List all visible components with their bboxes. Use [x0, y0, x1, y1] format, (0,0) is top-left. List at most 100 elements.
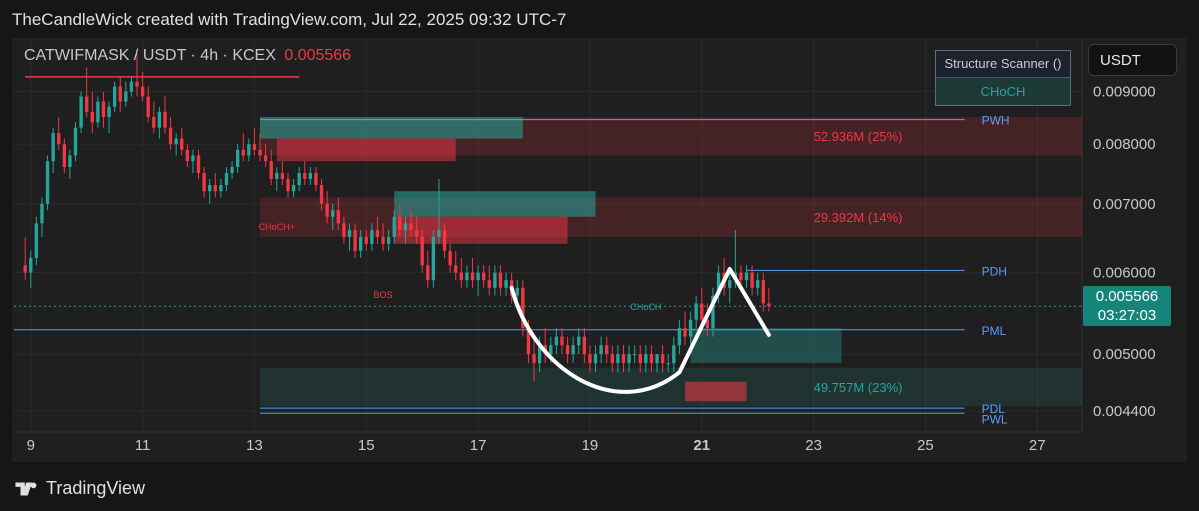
y-tick-label: 0.004400: [1093, 403, 1156, 420]
candle-body: [756, 280, 760, 288]
bearish-order-block: [276, 138, 456, 162]
candle-body: [504, 280, 508, 288]
candle-body: [526, 328, 531, 355]
candle-body: [230, 167, 234, 173]
candle-body: [68, 155, 72, 168]
y-tick-label: 0.007000: [1093, 196, 1156, 213]
candle-body: [252, 144, 257, 150]
candle-body: [711, 295, 715, 329]
candle-body: [610, 354, 614, 364]
level-label: PDL: [982, 402, 1006, 416]
candle-body: [325, 203, 329, 217]
level-label: PDH: [982, 264, 1007, 278]
candle-body: [202, 172, 206, 192]
x-tick-label: 11: [135, 437, 151, 454]
footer-brand[interactable]: TradingView: [14, 478, 145, 499]
structure-label: CHoCH+: [259, 222, 295, 232]
x-tick-label: 15: [358, 437, 375, 454]
structure-scanner-panel[interactable]: Structure Scanner () CHoCH: [935, 50, 1071, 106]
candle-body: [677, 328, 682, 346]
candle-body: [73, 127, 78, 156]
candle-body: [291, 185, 296, 192]
candle-body: [649, 354, 654, 364]
candle-body: [163, 111, 167, 128]
bullish-order-block: [394, 191, 596, 217]
candle-body: [549, 345, 553, 355]
candle-body: [101, 101, 106, 118]
candle-body: [688, 319, 693, 337]
candle-body: [140, 86, 145, 97]
volume-zone-label: 49.757M (23%): [814, 380, 903, 395]
candle-body: [565, 345, 570, 355]
candle-body: [431, 236, 436, 281]
candle-body: [638, 354, 642, 364]
candle-body: [353, 230, 357, 251]
candle-body: [124, 91, 128, 102]
candle-body: [314, 172, 318, 186]
candle-body: [666, 363, 670, 365]
candle-body: [588, 354, 592, 364]
candle-body: [263, 155, 268, 162]
volume-zone-label: 29.392M (14%): [814, 210, 903, 225]
volume-zone-label: 52.936M (25%): [814, 129, 903, 144]
symbol-title: CATWIFMASK / USDT · 4h · KCEX 0.005566: [24, 47, 351, 65]
tradingview-logo-icon: [15, 482, 37, 495]
candle-body: [23, 265, 27, 273]
candle-body: [96, 101, 100, 123]
candle-body: [414, 230, 419, 237]
candle-body: [219, 185, 223, 192]
y-tick-label: 0.009000: [1093, 84, 1156, 101]
x-tick-label: 21: [693, 437, 710, 454]
candle-body: [107, 106, 111, 118]
annotation-curve: [509, 266, 771, 394]
candle-body: [196, 155, 201, 173]
candle-body: [386, 236, 391, 244]
candle-body: [224, 172, 229, 186]
candle-body: [627, 354, 631, 364]
candle-body: [319, 185, 324, 204]
candle-body: [45, 161, 50, 204]
candle-body: [297, 172, 301, 186]
candle-body: [420, 236, 424, 266]
level-label: PWH: [982, 114, 1010, 128]
candle-body: [375, 230, 380, 237]
chart-attribution: TheCandleWick created with TradingView.c…: [12, 10, 567, 29]
candle-body: [191, 155, 195, 162]
level-label: PWL: [982, 412, 1008, 426]
candle-body: [152, 117, 156, 128]
candle-body: [694, 303, 698, 320]
chart-panel[interactable]: [12, 38, 1187, 462]
candle-body: [448, 250, 452, 266]
candle-body: [560, 336, 564, 346]
candle-body: [118, 86, 122, 102]
candle-body: [532, 354, 536, 364]
candle-body: [487, 280, 491, 288]
candle-body: [157, 111, 162, 128]
last-price-tag: 0.005566 03:27:03: [1083, 286, 1171, 326]
candle-body: [582, 336, 587, 355]
candle-body: [370, 230, 374, 244]
candle-body: [577, 336, 581, 346]
y-tick-label: 0.006000: [1093, 265, 1156, 282]
candle-body: [135, 81, 139, 87]
candle-body: [308, 172, 313, 179]
candle-body: [409, 223, 413, 231]
structure-label: CHoCH: [630, 302, 661, 312]
bullish-order-block: [260, 117, 523, 139]
volume-zone: [260, 367, 1083, 407]
candle-body: [392, 216, 396, 237]
candle-body: [359, 236, 363, 251]
candle-body: [29, 258, 33, 273]
candle-body: [269, 161, 273, 179]
x-tick-label: 19: [582, 437, 599, 454]
currency-button[interactable]: USDT: [1088, 44, 1177, 76]
candle-body: [515, 287, 519, 296]
candle-body: [241, 149, 245, 156]
candle-body: [258, 149, 262, 156]
bearish-order-block: [394, 216, 568, 244]
candle-body: [728, 280, 732, 288]
symbol-price: 0.005566: [284, 47, 352, 64]
candle-body: [744, 272, 749, 281]
x-tick-label: 13: [246, 437, 263, 454]
